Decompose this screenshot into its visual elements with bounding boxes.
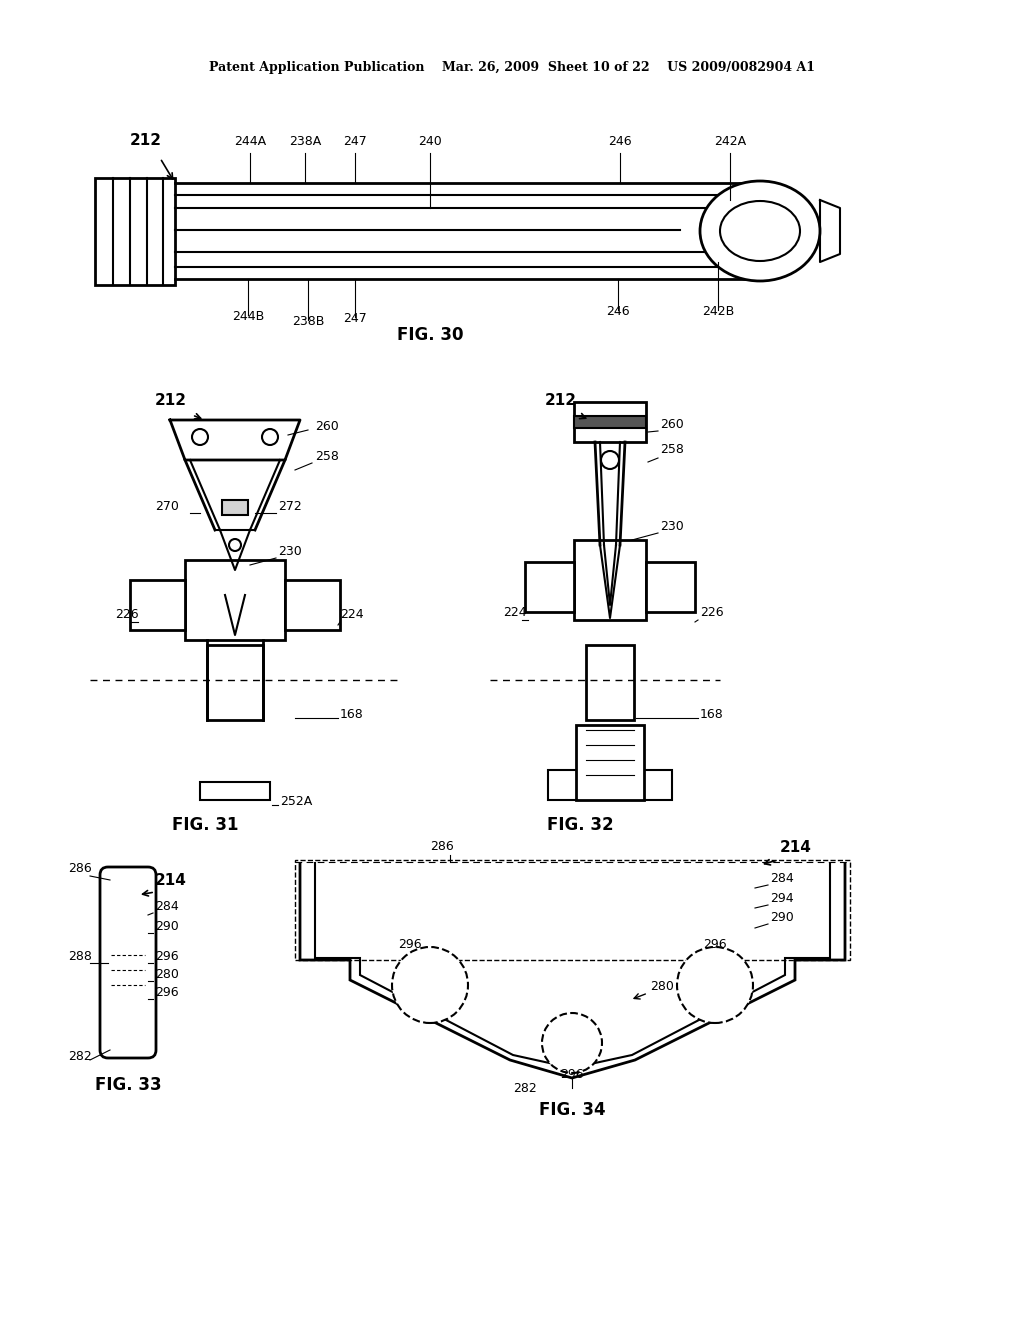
Text: 272: 272 [278, 500, 302, 513]
Text: 212: 212 [545, 393, 577, 408]
Text: 224: 224 [340, 609, 364, 620]
FancyBboxPatch shape [285, 579, 340, 630]
Text: 214: 214 [780, 840, 812, 855]
FancyBboxPatch shape [100, 867, 156, 1059]
FancyBboxPatch shape [200, 781, 270, 800]
Text: 282: 282 [513, 1082, 537, 1096]
Text: 294: 294 [770, 892, 794, 906]
Ellipse shape [700, 181, 820, 281]
Text: 284: 284 [770, 873, 794, 884]
Text: FIG. 31: FIG. 31 [172, 816, 239, 834]
Text: 168: 168 [700, 708, 724, 721]
Text: 224: 224 [503, 606, 526, 619]
Text: 212: 212 [155, 393, 187, 408]
Text: 296: 296 [560, 1068, 584, 1081]
FancyBboxPatch shape [632, 770, 672, 800]
Text: 260: 260 [660, 418, 684, 432]
Text: 214: 214 [155, 873, 186, 888]
FancyBboxPatch shape [222, 500, 248, 515]
Text: 270: 270 [155, 500, 179, 513]
Text: 247: 247 [343, 135, 367, 148]
Text: FIG. 33: FIG. 33 [94, 1076, 162, 1094]
Text: 286: 286 [68, 862, 92, 875]
Text: 252A: 252A [280, 795, 312, 808]
Text: 258: 258 [315, 450, 339, 463]
FancyBboxPatch shape [586, 645, 634, 719]
Text: 230: 230 [660, 520, 684, 533]
Text: 296: 296 [155, 986, 178, 999]
Text: Patent Application Publication    Mar. 26, 2009  Sheet 10 of 22    US 2009/00829: Patent Application Publication Mar. 26, … [209, 62, 815, 74]
Text: 226: 226 [700, 606, 724, 619]
Text: 212: 212 [130, 133, 162, 148]
Text: 296: 296 [398, 939, 422, 950]
Text: 284: 284 [155, 900, 179, 913]
FancyBboxPatch shape [130, 579, 185, 630]
Text: 240: 240 [418, 135, 442, 148]
Text: 244A: 244A [233, 135, 266, 148]
Text: 238B: 238B [292, 315, 325, 327]
Text: 290: 290 [155, 920, 179, 933]
Text: 230: 230 [278, 545, 302, 558]
Polygon shape [170, 420, 300, 459]
Circle shape [601, 451, 618, 469]
Ellipse shape [720, 201, 800, 261]
Text: 290: 290 [770, 911, 794, 924]
Text: 246: 246 [608, 135, 632, 148]
Text: 247: 247 [343, 312, 367, 325]
FancyBboxPatch shape [574, 540, 646, 620]
FancyBboxPatch shape [574, 403, 646, 442]
FancyBboxPatch shape [574, 416, 646, 428]
Text: 282: 282 [68, 1049, 92, 1063]
Text: 242A: 242A [714, 135, 746, 148]
Text: 288: 288 [68, 950, 92, 964]
Text: 258: 258 [660, 444, 684, 455]
Circle shape [542, 1012, 602, 1073]
Text: 246: 246 [606, 305, 630, 318]
Text: FIG. 32: FIG. 32 [547, 816, 613, 834]
FancyBboxPatch shape [95, 178, 175, 285]
Circle shape [229, 539, 241, 550]
Text: 226: 226 [115, 609, 138, 620]
Text: 260: 260 [315, 420, 339, 433]
FancyBboxPatch shape [548, 770, 588, 800]
Circle shape [677, 946, 753, 1023]
FancyBboxPatch shape [525, 562, 574, 612]
Text: 296: 296 [703, 939, 727, 950]
Circle shape [262, 429, 278, 445]
Circle shape [193, 429, 208, 445]
FancyBboxPatch shape [646, 562, 695, 612]
FancyBboxPatch shape [185, 560, 285, 640]
Text: 280: 280 [650, 979, 674, 993]
Text: 280: 280 [155, 968, 179, 981]
Text: FIG. 34: FIG. 34 [539, 1101, 605, 1119]
FancyBboxPatch shape [575, 725, 644, 800]
FancyBboxPatch shape [295, 861, 850, 960]
Text: 168: 168 [340, 708, 364, 721]
Text: 238A: 238A [289, 135, 322, 148]
FancyBboxPatch shape [207, 645, 263, 719]
Circle shape [392, 946, 468, 1023]
Text: 286: 286 [430, 840, 454, 853]
Text: 242B: 242B [701, 305, 734, 318]
Text: 296: 296 [155, 950, 178, 964]
Text: 244B: 244B [231, 310, 264, 323]
Text: FIG. 30: FIG. 30 [396, 326, 463, 345]
